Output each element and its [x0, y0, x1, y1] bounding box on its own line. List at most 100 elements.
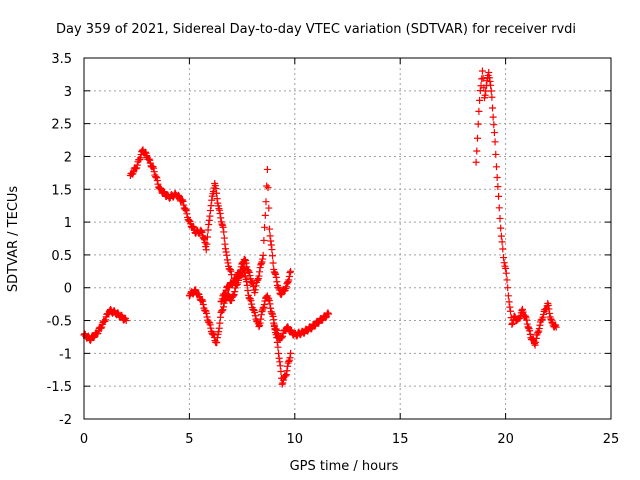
- data-point: [211, 182, 219, 190]
- data-point: [228, 280, 236, 288]
- data-point: [265, 204, 273, 212]
- y-tick-label: -1: [59, 347, 72, 362]
- data-point: [263, 182, 271, 190]
- data-point: [286, 269, 294, 277]
- x-tick-label: 15: [392, 432, 409, 447]
- data-point: [487, 81, 495, 89]
- data-point: [322, 314, 330, 322]
- data-point: [199, 297, 207, 305]
- data-point: [499, 254, 507, 262]
- data-point: [206, 212, 214, 220]
- data-point: [257, 311, 265, 319]
- data-point: [178, 196, 186, 204]
- data-point: [508, 320, 516, 328]
- data-point: [497, 224, 505, 232]
- data-point: [205, 216, 213, 224]
- data-point: [251, 312, 259, 320]
- data-point: [213, 189, 221, 197]
- data-point: [217, 214, 225, 222]
- data-point: [189, 223, 197, 231]
- grid-lines: [84, 58, 611, 419]
- data-point: [271, 269, 279, 277]
- data-point: [245, 268, 253, 276]
- y-tick-label: -2: [59, 413, 72, 428]
- data-point: [275, 354, 283, 362]
- data-point: [275, 350, 283, 358]
- data-point: [526, 327, 534, 335]
- data-point: [505, 298, 513, 306]
- data-point: [224, 259, 232, 267]
- data-point: [203, 313, 211, 321]
- data-point: [136, 156, 144, 164]
- data-point: [544, 301, 552, 309]
- data-point: [267, 241, 275, 249]
- data-point: [523, 316, 531, 324]
- data-point: [287, 267, 295, 275]
- data-point: [526, 330, 534, 338]
- data-markers: [80, 67, 560, 388]
- data-point: [521, 312, 529, 320]
- data-point: [282, 372, 290, 380]
- y-tick-label: 1.5: [51, 183, 72, 198]
- data-point: [152, 173, 160, 181]
- data-point: [287, 349, 295, 357]
- data-point: [476, 96, 484, 104]
- data-point: [182, 205, 190, 213]
- data-point: [492, 163, 500, 171]
- x-tick-label: 20: [497, 432, 514, 447]
- data-point: [542, 306, 550, 314]
- data-point: [324, 309, 332, 317]
- data-point: [492, 150, 500, 158]
- data-point: [551, 322, 559, 330]
- data-point: [207, 202, 215, 210]
- y-tick-label: -1.5: [47, 380, 72, 395]
- data-point: [488, 93, 496, 101]
- data-point: [245, 267, 253, 275]
- data-point: [282, 283, 290, 291]
- data-point: [216, 209, 224, 217]
- series-sat-b: [126, 146, 236, 279]
- data-point: [223, 256, 231, 264]
- data-point: [473, 134, 481, 142]
- data-point: [198, 228, 206, 236]
- data-point: [219, 223, 227, 231]
- data-point: [497, 232, 505, 240]
- y-tick-label: 2: [64, 150, 72, 165]
- y-axis-label: SDTVAR / TECUs: [6, 186, 21, 293]
- data-point: [493, 173, 501, 181]
- y-tick-label: 3.5: [51, 52, 72, 67]
- data-point: [86, 337, 94, 345]
- data-point: [237, 266, 245, 274]
- data-point: [262, 198, 270, 206]
- data-point: [272, 273, 280, 281]
- data-point: [509, 319, 517, 327]
- data-point: [150, 168, 158, 176]
- data-point: [266, 300, 274, 308]
- data-point: [256, 319, 264, 327]
- data-point: [475, 107, 483, 115]
- data-point: [257, 315, 265, 323]
- data-point: [507, 307, 515, 315]
- data-point: [268, 246, 276, 254]
- data-point: [197, 227, 205, 235]
- data-point: [277, 291, 285, 299]
- y-tick-label: 3: [64, 85, 72, 100]
- data-point: [183, 210, 191, 218]
- data-point: [490, 121, 498, 129]
- y-tick-label: -0.5: [47, 315, 72, 330]
- x-tick-label: 5: [185, 432, 193, 447]
- data-point: [102, 316, 110, 324]
- data-point: [268, 309, 276, 317]
- data-point: [215, 324, 223, 332]
- data-point: [285, 276, 293, 284]
- data-point: [494, 183, 502, 191]
- data-point: [122, 317, 130, 325]
- data-point: [255, 323, 263, 331]
- data-point: [284, 323, 292, 331]
- data-point: [273, 327, 281, 335]
- data-point: [213, 334, 221, 342]
- data-point: [474, 120, 482, 128]
- data-point: [264, 184, 272, 192]
- data-point: [153, 176, 161, 184]
